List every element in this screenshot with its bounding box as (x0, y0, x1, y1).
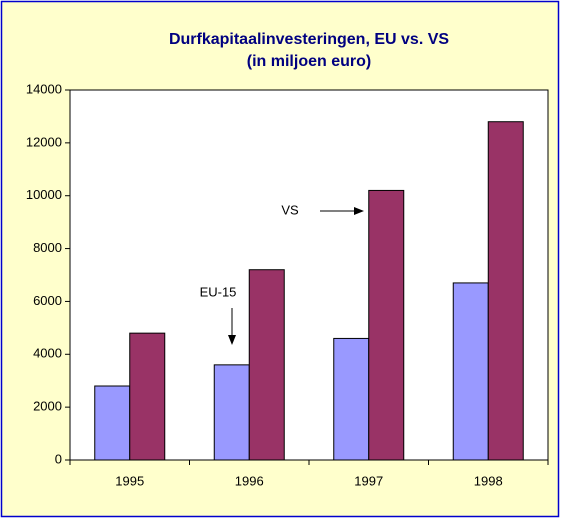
annotation: EU-15 (200, 284, 237, 299)
arrow-head (354, 207, 364, 215)
y-tick-label: 10000 (26, 187, 62, 202)
annotation: VS (281, 202, 299, 217)
y-tick-label: 8000 (33, 240, 62, 255)
chart-subtitle: (in miljoen euro) (247, 53, 371, 70)
x-tick-label: 1997 (354, 473, 383, 488)
y-tick-label: 4000 (33, 346, 62, 361)
x-tick-label: 1996 (235, 473, 264, 488)
bar (213, 364, 250, 461)
arrow (228, 308, 236, 345)
arrow (320, 207, 364, 215)
bar (94, 385, 131, 461)
chart-title: Durfkapitaalinvesteringen, EU vs. VS (169, 31, 449, 48)
arrow-head (228, 335, 236, 345)
y-tick-label: 12000 (26, 134, 62, 149)
x-tick-label: 1998 (474, 473, 503, 488)
bar (452, 282, 489, 461)
x-tick-label: 1995 (115, 473, 144, 488)
bar (368, 189, 405, 461)
y-tick-label: 2000 (33, 399, 62, 414)
bar (333, 337, 370, 461)
y-tick-label: 0 (55, 451, 62, 466)
bar (129, 332, 166, 461)
bar (248, 269, 285, 461)
bar (487, 121, 524, 461)
y-tick-label: 14000 (26, 81, 62, 96)
y-tick-label: 6000 (33, 293, 62, 308)
